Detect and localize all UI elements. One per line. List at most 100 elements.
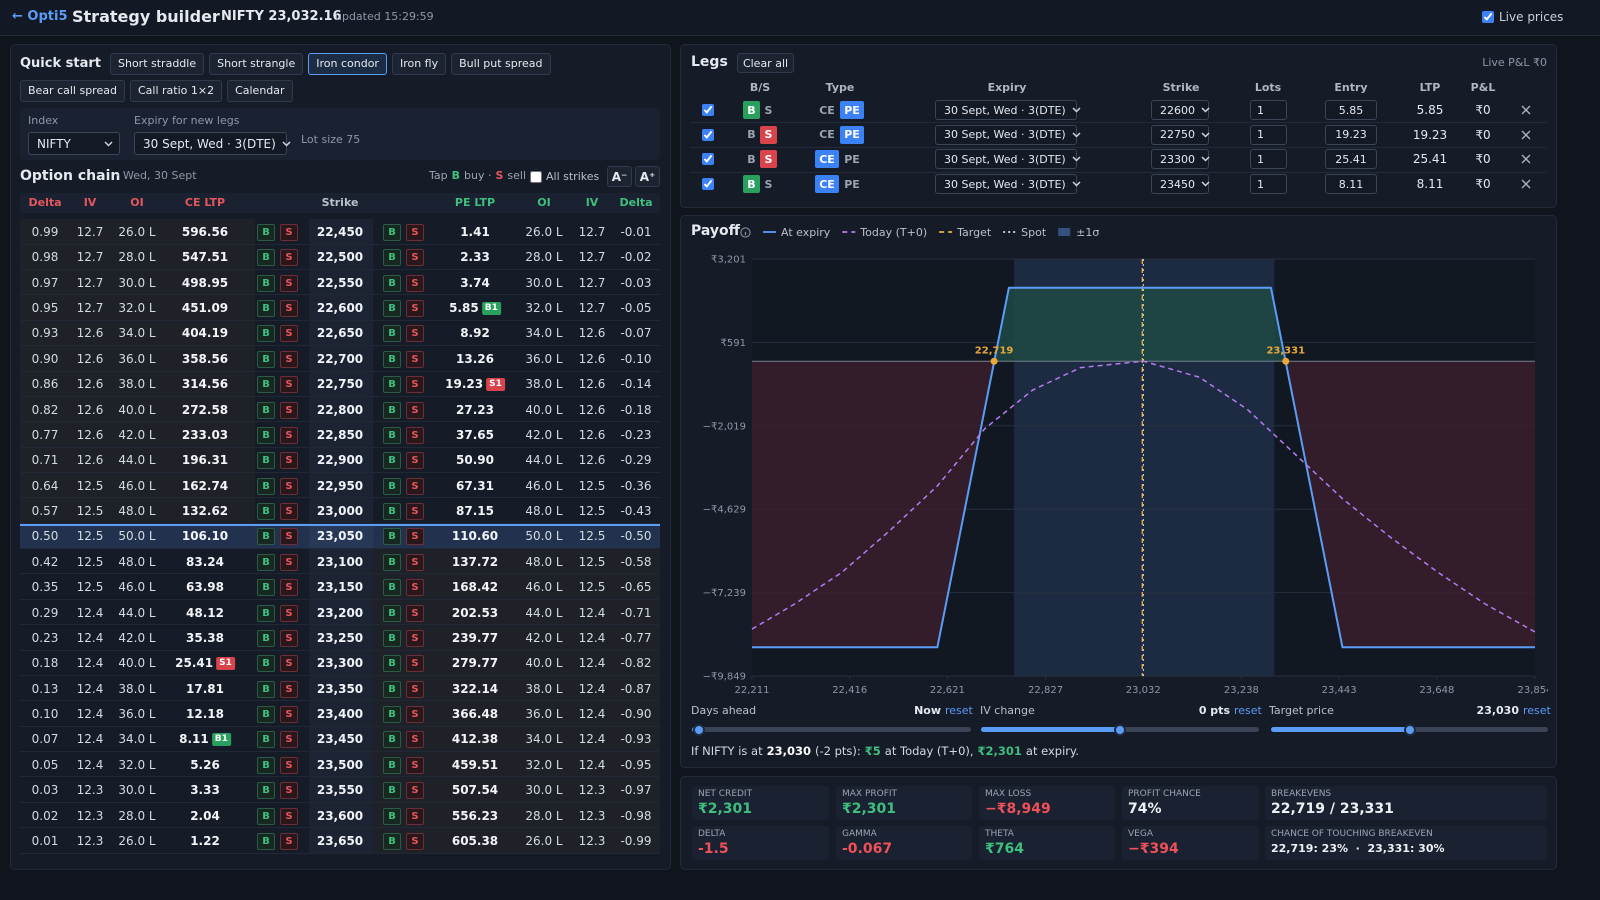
sell-button[interactable]: S (280, 579, 298, 597)
sell-button[interactable]: S (280, 629, 298, 647)
remove-leg-icon[interactable] (1521, 105, 1531, 115)
leg-checkbox[interactable] (702, 153, 714, 166)
buy-button[interactable]: B (383, 401, 401, 419)
sell-button[interactable]: S (406, 452, 424, 470)
sell-button[interactable]: S (280, 503, 298, 521)
leg-type-button[interactable]: PE (840, 175, 864, 193)
sell-button[interactable]: S (406, 426, 424, 444)
buy-button[interactable]: B (257, 731, 275, 749)
sell-button[interactable]: S (406, 553, 424, 571)
leg-checkbox[interactable] (702, 178, 714, 191)
leg-type-button[interactable]: CE (815, 101, 839, 119)
leg-strike-select[interactable]: 23450 (1151, 174, 1210, 195)
sell-button[interactable]: S (406, 503, 424, 521)
sell-button[interactable]: S (280, 731, 298, 749)
buy-button[interactable]: B (257, 477, 275, 495)
sell-button[interactable]: S (280, 426, 298, 444)
leg-expiry-select[interactable]: 30 Sept, Wed · 3(DTE) (935, 100, 1081, 120)
sell-button[interactable]: S (406, 832, 424, 850)
leg-side-button[interactable]: S (760, 125, 777, 144)
sell-button[interactable]: S (280, 832, 298, 850)
sell-button[interactable]: S (280, 452, 298, 470)
sell-button[interactable]: S (280, 477, 298, 495)
buy-button[interactable]: B (257, 782, 275, 800)
preset-button[interactable]: Calendar (227, 80, 293, 102)
remove-leg-icon[interactable] (1521, 130, 1531, 140)
leg-side-button[interactable]: B (743, 101, 760, 119)
leg-entry-input[interactable]: 5.85 (1325, 100, 1377, 120)
sell-button[interactable]: S (406, 731, 424, 749)
buy-button[interactable]: B (257, 376, 275, 394)
buy-button[interactable]: B (383, 452, 401, 470)
sell-button[interactable]: S (280, 782, 298, 800)
buy-button[interactable]: B (257, 300, 275, 318)
leg-side-button[interactable]: S (760, 150, 777, 169)
buy-button[interactable]: B (257, 401, 275, 419)
leg-lots-input[interactable]: 1 (1250, 174, 1287, 195)
leg-type-button[interactable]: PE (840, 150, 864, 168)
buy-button[interactable]: B (257, 426, 275, 444)
buy-button[interactable]: B (383, 376, 401, 394)
font-up-button[interactable]: A⁺ (635, 166, 660, 187)
sell-button[interactable]: S (406, 807, 424, 825)
buy-button[interactable]: B (257, 274, 275, 292)
buy-button[interactable]: B (383, 756, 401, 774)
leg-expiry-select[interactable]: 30 Sept, Wed · 3(DTE) (935, 174, 1081, 195)
leg-expiry-select[interactable]: 30 Sept, Wed · 3(DTE) (935, 124, 1081, 145)
buy-button[interactable]: B (383, 350, 401, 368)
sell-button[interactable]: S (280, 224, 298, 241)
info-icon[interactable] (740, 227, 751, 238)
slider-knob[interactable] (1114, 723, 1126, 736)
buy-button[interactable]: B (257, 350, 275, 368)
expiry-select[interactable]: 30 Sept, Wed · 3(DTE) (134, 132, 291, 155)
sell-button[interactable]: S (406, 224, 424, 241)
buy-button[interactable]: B (383, 426, 401, 444)
leg-side-button[interactable]: B (743, 175, 760, 194)
leg-expiry-select[interactable]: 30 Sept, Wed · 3(DTE) (935, 149, 1081, 170)
leg-side-button[interactable]: S (760, 101, 777, 119)
buy-button[interactable]: B (383, 655, 401, 673)
sell-button[interactable]: S (406, 706, 424, 724)
sell-button[interactable]: S (280, 249, 298, 267)
buy-button[interactable]: B (383, 579, 401, 597)
preset-button[interactable]: Bear call spread (20, 80, 125, 102)
sell-button[interactable]: S (280, 604, 298, 622)
buy-button[interactable]: B (257, 756, 275, 774)
buy-button[interactable]: B (257, 807, 275, 825)
buy-button[interactable]: B (383, 807, 401, 825)
days-reset[interactable]: reset (945, 704, 973, 717)
preset-button[interactable]: Short strangle (209, 53, 304, 75)
sell-button[interactable]: S (406, 249, 424, 267)
leg-entry-input[interactable]: 25.41 (1325, 149, 1377, 170)
remove-leg-icon[interactable] (1521, 154, 1531, 164)
clear-all-button[interactable]: Clear all (737, 53, 794, 73)
buy-button[interactable]: B (383, 832, 401, 850)
leg-strike-select[interactable]: 23300 (1151, 149, 1210, 170)
leg-strike-select[interactable]: 22600 (1151, 100, 1210, 120)
sell-button[interactable]: S (280, 376, 298, 394)
sell-button[interactable]: S (406, 528, 424, 546)
leg-entry-input[interactable]: 19.23 (1325, 124, 1377, 145)
preset-button[interactable]: Iron fly (391, 53, 447, 75)
leg-lots-input[interactable]: 1 (1250, 100, 1287, 120)
slider-knob[interactable] (1404, 723, 1416, 736)
sell-button[interactable]: S (280, 680, 298, 698)
sell-button[interactable]: S (280, 350, 298, 368)
leg-type-button[interactable]: CE (815, 126, 839, 144)
buy-button[interactable]: B (257, 579, 275, 597)
leg-checkbox[interactable] (702, 128, 714, 141)
remove-leg-icon[interactable] (1521, 179, 1531, 189)
iv-reset[interactable]: reset (1234, 704, 1262, 717)
sell-button[interactable]: S (406, 401, 424, 419)
buy-button[interactable]: B (383, 782, 401, 800)
leg-side-button[interactable]: S (760, 175, 777, 193)
sell-button[interactable]: S (406, 579, 424, 597)
leg-side-button[interactable]: B (743, 126, 760, 144)
sell-button[interactable]: S (406, 629, 424, 647)
buy-button[interactable]: B (383, 503, 401, 521)
leg-type-button[interactable]: PE (840, 125, 864, 144)
sell-button[interactable]: S (406, 756, 424, 774)
slider-knob[interactable] (693, 723, 705, 736)
buy-button[interactable]: B (257, 528, 275, 546)
preset-button[interactable]: Bull put spread (451, 53, 551, 75)
